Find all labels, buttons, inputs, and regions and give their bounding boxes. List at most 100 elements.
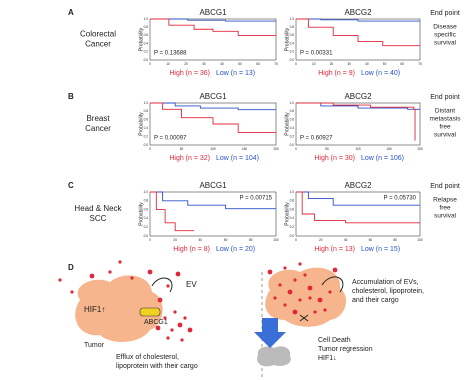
ev-dot [307, 285, 313, 291]
accumulation-text: Accumulation of EVs, [352, 279, 419, 286]
curved-arrow-right [321, 276, 344, 293]
legend-low: Low (n = 20) [216, 246, 255, 253]
plot-title: ABCG1 [199, 181, 227, 190]
ev-dot [157, 297, 163, 303]
y-tick-label: 0.0 [144, 234, 149, 238]
y-axis-label: Probability [284, 27, 290, 51]
row-label: Breast [86, 114, 110, 123]
efflux-text: Efflux of cholesterol, [116, 354, 179, 361]
ev-dot [317, 297, 323, 303]
y-tick-label: 0.8 [290, 199, 295, 203]
endpoint-header: End point [430, 10, 460, 17]
ev-dot [292, 309, 298, 315]
panel-letter: A [68, 8, 74, 17]
survival-curve [296, 191, 420, 206]
endpoint: survival [434, 132, 457, 139]
y-tick-label: 0.0 [290, 234, 295, 238]
blocked [299, 314, 309, 322]
plot-title: ABCG1 [199, 92, 227, 101]
x-tick-label: 50 [180, 147, 184, 151]
p-value: P = 0.00715 [240, 196, 273, 202]
survival-curve [150, 18, 276, 36]
endpoint: free [439, 124, 451, 131]
ev-dot [163, 316, 167, 320]
outcome-text: Cell Death [318, 337, 351, 344]
y-tick-label: 0.4 [290, 41, 295, 45]
ev-dot [323, 308, 327, 312]
x-tick-label: 30 [202, 62, 206, 66]
p-value: P = 0.00331 [300, 51, 333, 57]
x-tick-label: 70 [418, 62, 422, 66]
ev-dot [183, 316, 187, 320]
x-tick-label: 150 [242, 147, 248, 151]
ev-dot [308, 296, 312, 300]
x-tick-label: 0 [295, 147, 297, 151]
x-tick-label: 20 [184, 62, 188, 66]
endpoint: specific [434, 32, 456, 39]
survival-curve [150, 102, 276, 133]
ev-dot [328, 290, 332, 294]
y-tick-label: 0.6 [290, 118, 295, 122]
y-tick-label: 0.0 [144, 58, 149, 62]
ev-dot [155, 325, 161, 331]
row-label: SCC [90, 214, 107, 223]
endpoint: Distant [435, 108, 455, 115]
y-tick-label: 1.0 [290, 17, 295, 21]
x-tick-label: 100 [210, 147, 216, 151]
x-tick-label: 150 [386, 147, 392, 151]
y-tick-label: 1.0 [144, 190, 149, 194]
panel-letter: C [68, 181, 74, 190]
survival-curve [150, 102, 276, 111]
plot-title: ABCG2 [344, 8, 372, 17]
x-tick-label: 50 [238, 62, 242, 66]
y-tick-label: 0.0 [144, 143, 149, 147]
y-tick-label: 0.4 [290, 216, 295, 220]
ev-dot [293, 278, 297, 282]
x-tick-label: 0 [149, 147, 151, 151]
legend-high: High (n = 36) [169, 70, 210, 77]
ev-dot [180, 338, 184, 342]
panel-d-art [75, 267, 347, 378]
x-tick-label: 20 [173, 238, 177, 242]
p-value: P = 0.00097 [154, 136, 187, 142]
tumor-blob [75, 275, 163, 342]
p-value: P = 0.13688 [154, 51, 187, 57]
plot-frame [149, 191, 277, 237]
x-tick-label: 40 [365, 62, 369, 66]
y-tick-label: 1.0 [290, 101, 295, 105]
ev-dot [287, 289, 293, 295]
y-tick-label: 0.6 [290, 33, 295, 37]
ev-dot [303, 273, 307, 277]
plot-frame [295, 191, 421, 237]
y-axis-label: Probability [138, 202, 144, 226]
x-tick-label: 100 [355, 147, 361, 151]
y-tick-label: 0.6 [290, 207, 295, 211]
legend-high: High (n = 32) [169, 155, 210, 162]
legend-low: Low (n = 40) [361, 70, 400, 77]
survival-curve [150, 18, 276, 22]
accumulation-text: and their cargo [352, 297, 399, 304]
x-tick-label: 60 [369, 238, 373, 242]
y-tick-label: 0.2 [290, 50, 295, 54]
y-tick-label: 0.0 [290, 58, 295, 62]
legend-high: High (n = 9) [318, 70, 355, 77]
abcg1-label: ABCG1 [144, 319, 168, 326]
ev-dot [283, 266, 287, 270]
x-tick-label: 0 [295, 238, 297, 242]
y-tick-label: 0.4 [290, 126, 295, 130]
panel-letter: D [68, 263, 74, 272]
y-tick-label: 0.2 [144, 50, 149, 54]
ev-dot [187, 327, 193, 333]
down-arrow [254, 318, 286, 348]
x-tick-label: 80 [393, 238, 397, 242]
x-tick-label: 30 [347, 62, 351, 66]
y-tick-label: 0.8 [144, 109, 149, 113]
plot-frame [149, 18, 277, 61]
legend-high: High (n = 30) [314, 155, 355, 162]
y-tick-label: 1.0 [144, 17, 149, 21]
x-tick-label: 40 [344, 238, 348, 242]
plot-title: ABCG1 [199, 8, 227, 17]
endpoint: survival [434, 213, 457, 220]
x-tick-label: 10 [312, 62, 316, 66]
ev-dot [173, 310, 177, 314]
